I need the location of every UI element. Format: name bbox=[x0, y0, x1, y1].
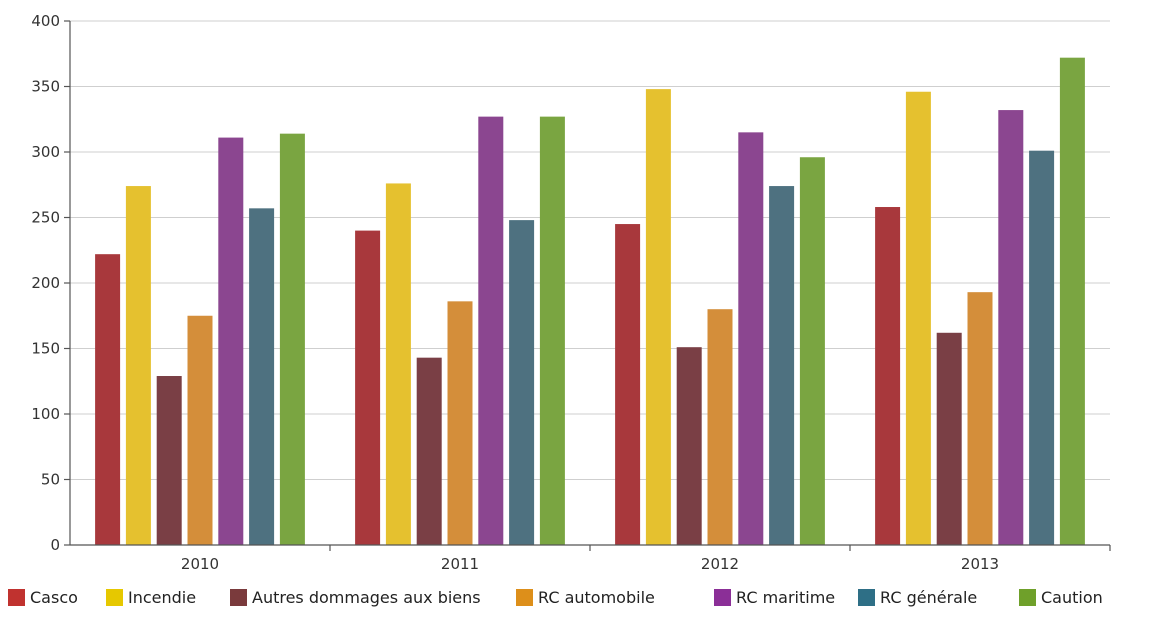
bar-autres-dommages-aux-biens-2013 bbox=[936, 332, 962, 545]
legend-swatch-caution bbox=[1019, 589, 1036, 606]
x-tick-label: 2012 bbox=[701, 555, 739, 573]
bar-rc-automobile-2011 bbox=[447, 301, 473, 545]
legend-label-rc-automobile: RC automobile bbox=[538, 588, 655, 607]
bar-rc-maritime-2011 bbox=[478, 116, 504, 545]
bar-rc-maritime-2010 bbox=[218, 137, 244, 545]
y-axis-ticks: 0 50 100 150 200 250 300 350 400 bbox=[31, 12, 70, 554]
y-tick-label: 400 bbox=[31, 12, 60, 30]
x-tick-label: 2011 bbox=[441, 555, 479, 573]
bar-caution-2012 bbox=[799, 157, 825, 546]
bar-rc-automobile-2010 bbox=[187, 315, 213, 545]
bar-casco-2011 bbox=[355, 230, 381, 545]
bar-rc-g-n-rale-2010 bbox=[249, 208, 275, 545]
legend-swatch-incendie bbox=[106, 589, 123, 606]
legend-label-casco: Casco bbox=[30, 588, 78, 607]
bar-incendie-2012 bbox=[645, 89, 671, 546]
legend-swatch-autres-dommages-aux-biens bbox=[230, 589, 247, 606]
bar-rc-g-n-rale-2012 bbox=[769, 186, 795, 545]
legend-label-caution: Caution bbox=[1041, 588, 1103, 607]
legend-label-rc-g-n-rale: RC générale bbox=[880, 588, 977, 607]
x-tick-label: 2010 bbox=[181, 555, 219, 573]
bar-casco-2013 bbox=[875, 207, 901, 545]
y-tick-label: 250 bbox=[31, 209, 60, 227]
legend-swatch-rc-automobile bbox=[516, 589, 533, 606]
bar-incendie-2011 bbox=[385, 183, 411, 545]
bar-rc-automobile-2013 bbox=[967, 292, 993, 545]
bar-rc-automobile-2012 bbox=[707, 309, 733, 545]
bar-casco-2012 bbox=[615, 224, 641, 546]
legend-label-incendie: Incendie bbox=[128, 588, 196, 607]
bar-caution-2013 bbox=[1059, 57, 1085, 546]
bars bbox=[95, 57, 1085, 546]
bar-rc-maritime-2012 bbox=[738, 132, 764, 545]
legend-label-rc-maritime: RC maritime bbox=[736, 588, 835, 607]
legend-label-autres-dommages-aux-biens: Autres dommages aux biens bbox=[252, 588, 481, 607]
legend-swatch-casco bbox=[8, 589, 25, 606]
y-tick-label: 150 bbox=[31, 340, 60, 358]
y-tick-label: 300 bbox=[31, 143, 60, 161]
legend-swatch-rc-g-n-rale bbox=[858, 589, 875, 606]
y-tick-label: 0 bbox=[50, 536, 60, 554]
y-tick-label: 200 bbox=[31, 274, 60, 292]
bar-rc-g-n-rale-2013 bbox=[1029, 150, 1055, 545]
legend: Casco Incendie Autres dommages aux biens RC… bbox=[8, 588, 1103, 607]
bar-autres-dommages-aux-biens-2010 bbox=[156, 376, 182, 545]
bar-autres-dommages-aux-biens-2011 bbox=[416, 357, 442, 545]
x-tick-label: 2013 bbox=[961, 555, 999, 573]
x-axis-ticks: 2010 2011 2012 2013 bbox=[181, 545, 1111, 573]
legend-swatch-rc-maritime bbox=[714, 589, 731, 606]
y-tick-label: 50 bbox=[41, 471, 60, 489]
bar-caution-2011 bbox=[539, 116, 565, 545]
gridlines bbox=[70, 20, 1110, 480]
y-tick-label: 350 bbox=[31, 78, 60, 96]
bar-rc-maritime-2013 bbox=[998, 110, 1024, 545]
y-tick-label: 100 bbox=[31, 405, 60, 423]
bar-incendie-2013 bbox=[905, 91, 931, 546]
bar-autres-dommages-aux-biens-2012 bbox=[676, 347, 702, 545]
bar-casco-2010 bbox=[95, 254, 121, 545]
bar-incendie-2010 bbox=[125, 186, 151, 545]
bar-rc-g-n-rale-2011 bbox=[509, 220, 535, 545]
bar-caution-2010 bbox=[279, 133, 305, 545]
